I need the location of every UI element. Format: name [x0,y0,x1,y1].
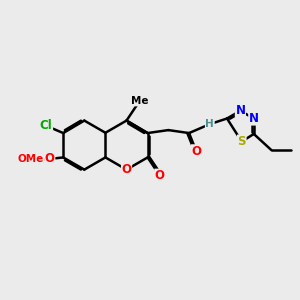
Text: O: O [45,152,55,165]
Text: N: N [249,112,259,125]
Text: Cl: Cl [40,119,52,132]
Text: O: O [191,145,201,158]
Text: S: S [238,135,246,148]
Text: Me: Me [131,96,149,106]
Text: H: H [206,119,214,129]
Text: OMe: OMe [18,154,44,164]
Text: O: O [122,163,131,176]
Text: O: O [155,169,165,182]
Text: N: N [236,104,245,117]
